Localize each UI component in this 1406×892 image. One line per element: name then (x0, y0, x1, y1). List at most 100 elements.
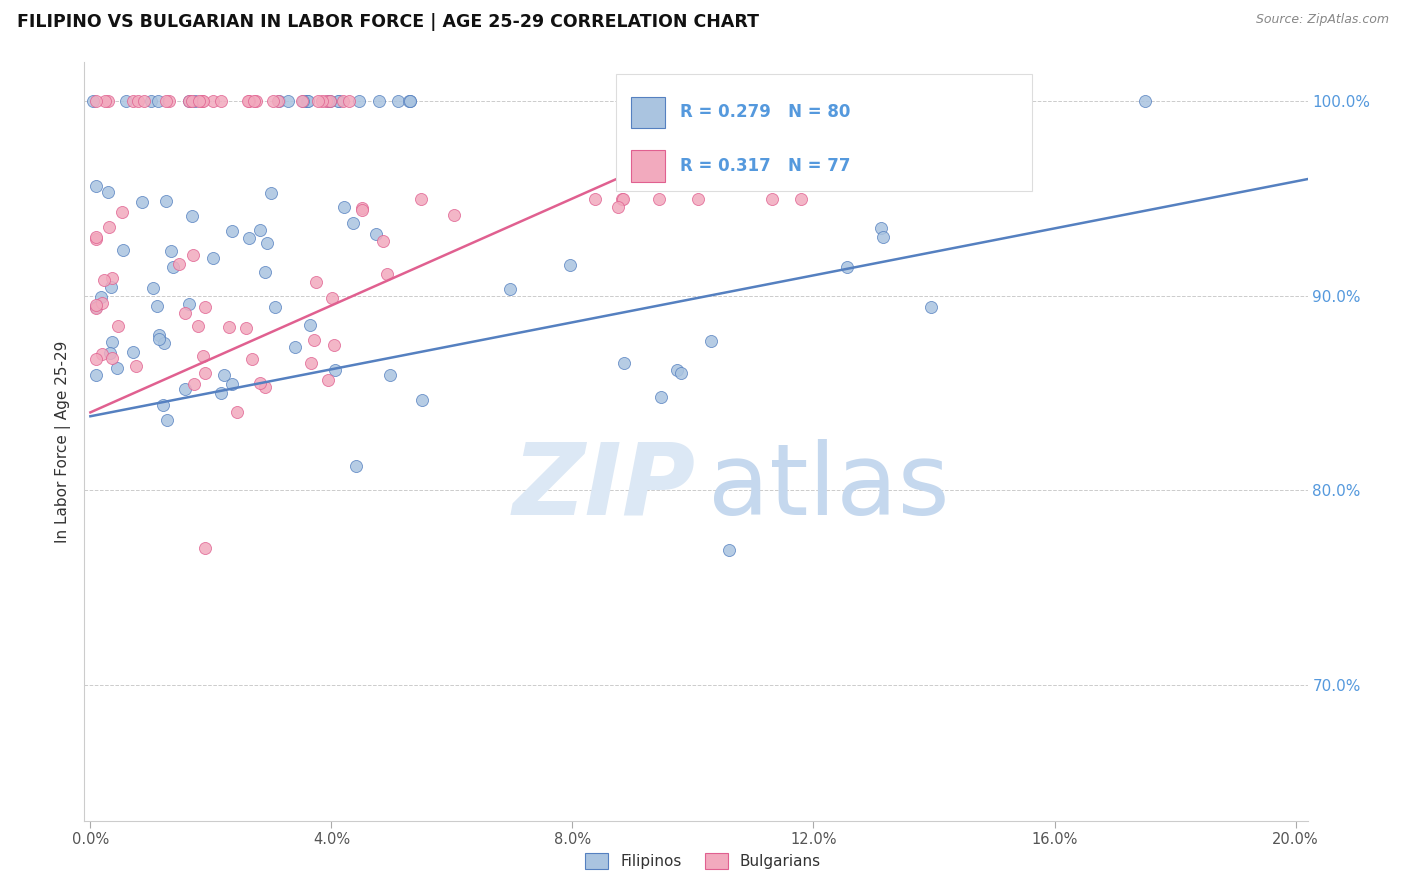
Point (97, 185, 120, 199)
Point (350, 202, 373, 217)
Point (375, 268, 398, 282)
Point (156, 413, 179, 427)
Point (837, 260, 859, 275)
Point (761, 192, 783, 206)
Point (322, 338, 344, 352)
Text: R = 0.279   N = 80: R = 0.279 N = 80 (681, 103, 851, 120)
Point (316, 95, 339, 109)
Point (86, 298, 108, 312)
Text: R = 0.317   N = 77: R = 0.317 N = 77 (681, 157, 851, 176)
Point (97, 220, 120, 235)
Point (297, 95, 319, 109)
Point (209, 95, 232, 109)
Point (162, 260, 184, 275)
Point (666, 363, 689, 377)
Point (86, 178, 108, 193)
Point (235, 321, 257, 335)
Point (202, 95, 225, 109)
Point (718, 543, 741, 558)
Point (398, 95, 420, 109)
Point (249, 223, 271, 237)
Y-axis label: In Labor Force | Age 25-29: In Labor Force | Age 25-29 (55, 341, 72, 542)
Point (307, 95, 329, 109)
Point (100, 280, 122, 294)
Point (560, 258, 582, 272)
Point (267, 95, 290, 109)
Point (1133, 95, 1156, 109)
Point (148, 332, 170, 346)
Point (249, 376, 271, 390)
Point (323, 363, 346, 377)
Point (93, 95, 115, 109)
Point (295, 95, 318, 109)
Point (607, 200, 630, 214)
Point (305, 275, 328, 289)
Point (91, 346, 114, 360)
Point (612, 192, 634, 206)
Point (181, 248, 204, 262)
Point (148, 327, 170, 342)
Point (155, 194, 177, 208)
Point (142, 281, 165, 295)
Point (284, 340, 307, 354)
Point (191, 95, 214, 109)
Point (259, 186, 281, 200)
Point (411, 392, 433, 407)
Point (188, 95, 211, 109)
Point (499, 283, 522, 297)
Point (160, 244, 183, 259)
Point (411, 192, 433, 206)
Point (686, 192, 709, 206)
Point (240, 351, 263, 366)
Text: atlas: atlas (709, 439, 950, 535)
Point (238, 95, 260, 109)
Point (610, 192, 633, 206)
Point (373, 235, 395, 249)
Point (332, 95, 354, 109)
FancyBboxPatch shape (631, 96, 665, 128)
Point (86, 232, 108, 246)
Point (152, 335, 174, 350)
Point (174, 306, 197, 320)
Point (399, 95, 422, 109)
Point (347, 95, 370, 109)
Point (193, 349, 215, 363)
Point (86, 368, 108, 382)
Point (183, 376, 205, 391)
Point (131, 194, 153, 209)
Point (399, 95, 422, 109)
Point (700, 334, 723, 349)
Point (146, 299, 169, 313)
Point (209, 386, 232, 401)
Point (214, 368, 236, 382)
Point (277, 95, 299, 109)
Point (243, 95, 266, 109)
Point (141, 95, 163, 109)
Legend: Filipinos, Bulgarians: Filipinos, Bulgarians (579, 847, 827, 875)
Point (221, 224, 243, 238)
Point (84, 95, 107, 109)
Point (201, 251, 224, 265)
Point (671, 366, 693, 380)
Point (650, 390, 672, 404)
Point (191, 95, 214, 109)
Point (105, 361, 128, 376)
Point (328, 95, 350, 109)
Point (319, 95, 342, 109)
Point (187, 318, 209, 333)
Point (101, 351, 124, 365)
Point (121, 95, 143, 109)
Point (316, 373, 339, 387)
Point (292, 95, 315, 109)
Point (86, 300, 108, 314)
Point (93, 273, 115, 287)
Point (98, 345, 121, 359)
Point (267, 95, 290, 109)
Point (337, 95, 360, 109)
Point (134, 95, 156, 109)
Point (184, 95, 207, 109)
Point (380, 368, 402, 383)
Point (311, 95, 333, 109)
Point (181, 210, 204, 224)
Point (86, 301, 108, 315)
